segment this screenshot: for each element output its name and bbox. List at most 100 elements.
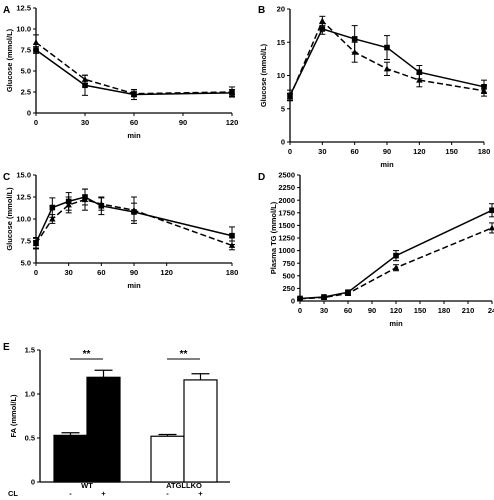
group-label: WT — [81, 481, 93, 490]
x-tick-label: 90 — [368, 306, 376, 315]
x-axis-label: min — [380, 160, 394, 169]
x-tick-label: 60 — [130, 118, 138, 127]
bar — [53, 434, 88, 483]
y-tick-label: 10.0 — [16, 25, 31, 34]
x-tick-label: 0 — [34, 268, 38, 277]
y-tick-label: 1500 — [278, 221, 295, 230]
significance-marker: ** — [180, 349, 188, 360]
y-tick-label: 5 — [281, 104, 285, 113]
data-point-square — [351, 36, 358, 42]
data-point-square — [82, 82, 88, 89]
data-point-triangle — [81, 76, 89, 82]
y-tick-label: 0 — [291, 297, 295, 306]
y-tick-label: 5.0 — [21, 67, 31, 76]
data-point-square — [416, 69, 423, 75]
x-tick-label: 60 — [350, 147, 358, 156]
data-point-triangle — [130, 206, 138, 213]
panel-c: 5.0 7.5 10.0 12.5 15.0 0 30 60 90 120 180 min Glucos… — [3, 171, 238, 290]
x-tick-label: 30 — [318, 147, 326, 156]
x-tick-label: 0 — [298, 306, 302, 315]
data-point-triangle — [296, 295, 304, 302]
data-point-triangle — [286, 93, 294, 100]
cl-label: CL — [8, 489, 18, 498]
x-tick-label: 150 — [445, 147, 458, 156]
y-axis-label: FA (mmol/L) — [9, 394, 18, 438]
x-tick-label: 60 — [97, 268, 105, 277]
panel-a: 0 2.5 5.0 7.5 10.0 12.5 0 30 60 90 120 min Glucose (… — [3, 4, 238, 140]
y-tick-label: 2500 — [278, 171, 295, 180]
y-tick-label: 15.0 — [16, 171, 31, 180]
panel-label: E — [3, 342, 10, 353]
y-tick-label: 0 — [281, 138, 285, 147]
data-point-triangle — [65, 201, 72, 208]
y-tick-label: 2000 — [278, 196, 295, 205]
x-tick-label: 120 — [413, 147, 426, 156]
series-line-dashed — [299, 227, 493, 300]
x-tick-label: 90 — [383, 147, 391, 156]
data-point-triangle — [98, 200, 105, 207]
x-tick-label: 90 — [130, 268, 138, 277]
group-label: ATGLLKO — [166, 481, 202, 490]
x-tick-label: 180 — [226, 268, 239, 277]
bar — [86, 376, 121, 483]
data-point-triangle — [319, 17, 326, 24]
y-tick-label: 7.5 — [21, 46, 31, 55]
y-tick-label: 7.5 — [21, 237, 31, 246]
data-point-square — [393, 252, 399, 259]
y-tick-label: 250 — [282, 284, 295, 293]
x-tick-label: 30 — [320, 306, 328, 315]
data-point-square — [489, 207, 494, 214]
y-axis-label: Glucose (mmol/L) — [259, 43, 268, 107]
y-tick-label: 1750 — [278, 208, 295, 217]
y-tick-label: 10 — [277, 71, 285, 80]
data-point-triangle — [81, 196, 89, 203]
x-axis-label: min — [389, 319, 403, 328]
data-point-square — [319, 26, 326, 32]
series-line-solid — [35, 49, 233, 96]
significance-marker: ** — [83, 349, 91, 360]
y-tick-label: 2250 — [278, 183, 295, 192]
x-tick-label: 120 — [160, 268, 173, 277]
cl-value: + — [198, 489, 203, 498]
data-point-triangle — [228, 88, 236, 95]
x-axis-label: min — [127, 281, 141, 290]
panel-label: D — [258, 172, 265, 183]
x-tick-label: 180 — [438, 306, 451, 315]
x-tick-label: 180 — [478, 147, 491, 156]
y-axis-label: Glucose (mmol/L) — [5, 187, 14, 251]
x-axis-label: min — [127, 131, 141, 140]
series-line-dashed — [289, 19, 485, 98]
y-tick-label: 15 — [277, 38, 285, 47]
panel-label: C — [3, 172, 10, 183]
series-line-dashed — [35, 41, 233, 95]
y-tick-label: 5.0 — [21, 259, 31, 268]
data-point-triangle — [488, 224, 494, 231]
panel-b: 0 5 10 15 20 0 30 60 90 120 150 180 min Glucose (mmol… — [258, 5, 490, 169]
y-tick-label: 0.5 — [25, 434, 35, 443]
data-point-square — [229, 232, 235, 239]
y-tick-label: 12.5 — [16, 4, 31, 13]
y-tick-label: 20 — [277, 5, 285, 14]
y-tick-label: 12.5 — [16, 193, 31, 202]
y-axis-label: Glucose (mmol/L) — [5, 28, 14, 92]
y-tick-label: 2.5 — [21, 88, 31, 97]
cl-value: - — [166, 489, 169, 498]
data-point-triangle — [130, 90, 138, 97]
x-tick-label: 0 — [34, 118, 38, 127]
x-tick-label: 24 — [488, 306, 494, 315]
data-point-triangle — [351, 48, 358, 55]
data-point-triangle — [383, 65, 391, 72]
bar — [150, 435, 185, 483]
y-tick-label: 1250 — [278, 234, 295, 243]
data-point-triangle — [480, 87, 488, 94]
y-tick-label: 0 — [27, 109, 31, 118]
bar — [183, 379, 218, 483]
data-point-triangle — [392, 264, 400, 271]
data-point-triangle — [320, 294, 328, 300]
panel-label: A — [3, 5, 10, 16]
panel-label: B — [258, 5, 265, 16]
y-tick-label: 0 — [31, 478, 35, 487]
y-tick-label: 500 — [282, 271, 295, 280]
data-point-triangle — [49, 215, 56, 222]
